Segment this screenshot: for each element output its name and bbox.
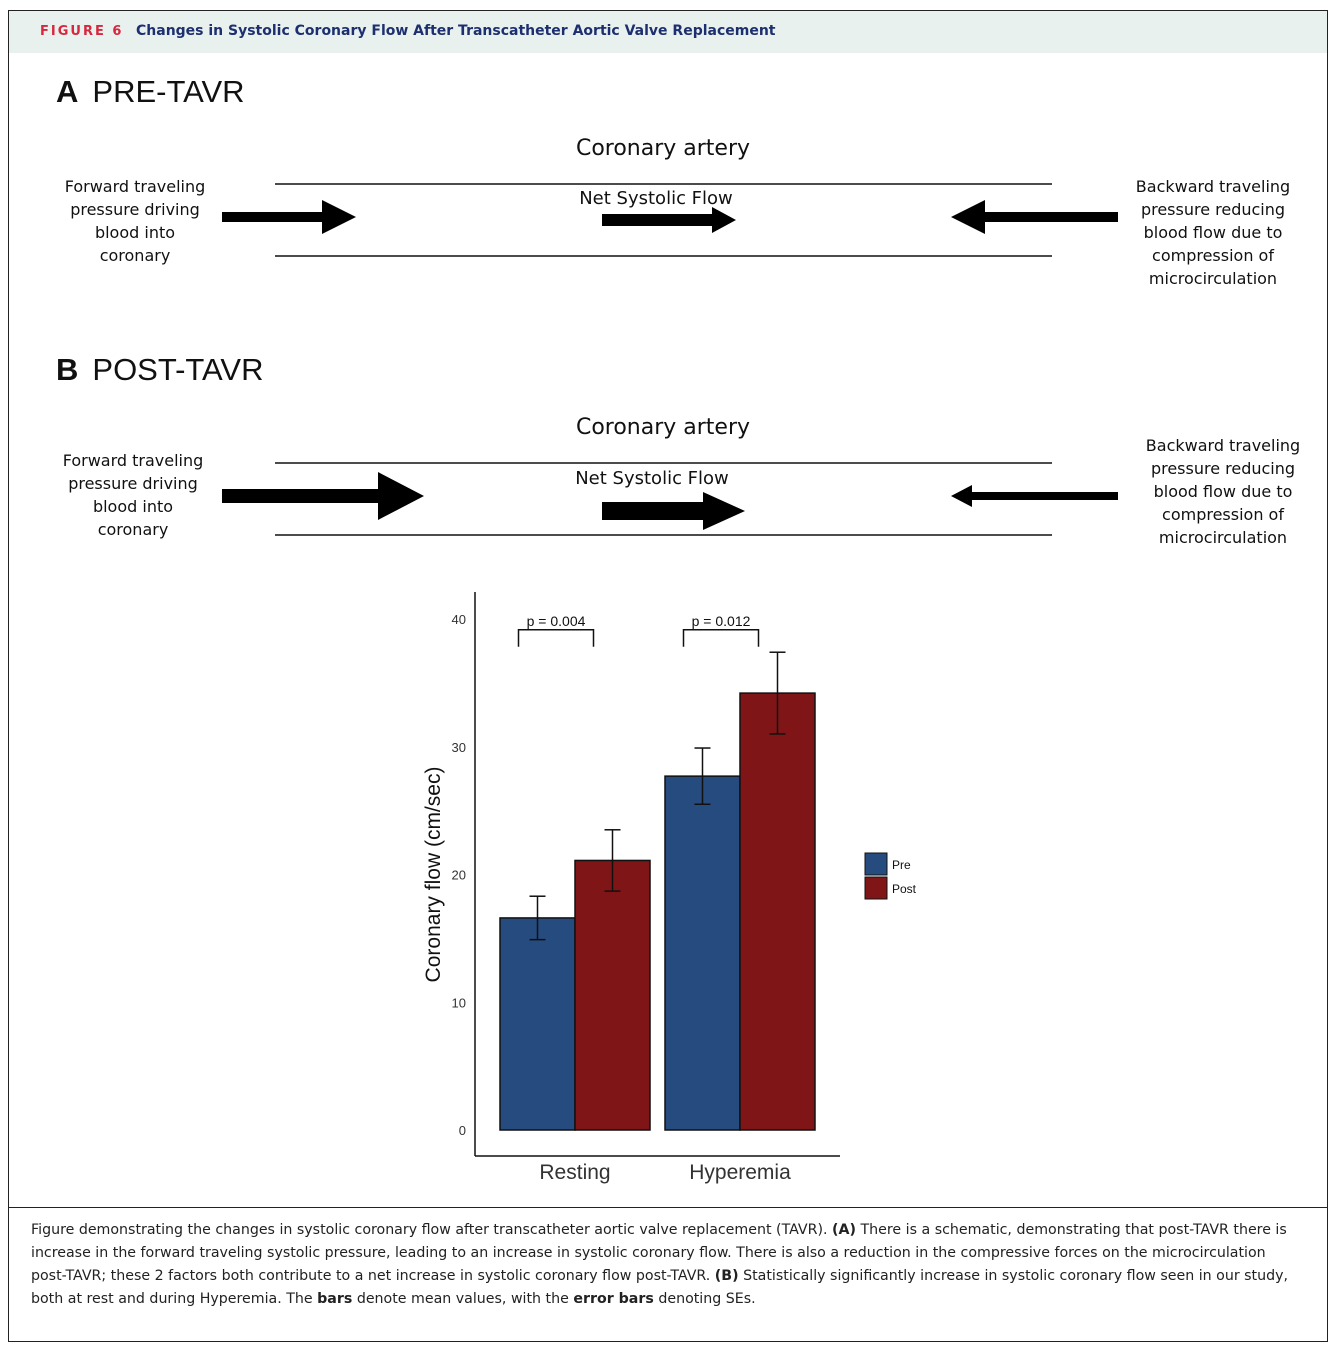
caption-divider	[9, 1207, 1327, 1208]
p-value-label-resting: p = 0.004	[527, 613, 586, 629]
y-tick-label-40: 40	[452, 612, 466, 627]
schematic-drawing	[222, 183, 1118, 536]
y-tick-label-20: 20	[452, 868, 466, 883]
significance-bracket-hyperemia	[682, 629, 760, 647]
x-tick-label-hyperemia: Hyperemia	[689, 1161, 791, 1184]
panel-b-title: B POST-TAVR	[56, 352, 264, 387]
bar-hyperemia-pre	[664, 775, 741, 1131]
panel-b-artery-label: Coronary artery	[575, 415, 751, 440]
panel-a-backward-arrow	[951, 200, 1118, 234]
panel-b-net-flow-label: Net Systolic Flow	[575, 468, 729, 489]
figure-frame: FIGURE 6 Changes in Systolic Coronary Fl…	[8, 10, 1328, 1342]
figure-header: FIGURE 6 Changes in Systolic Coronary Fl…	[9, 11, 1327, 53]
significance-bracket-resting	[517, 629, 595, 647]
bar-hyperemia-post	[739, 692, 816, 1131]
bar-resting-pre	[499, 917, 576, 1131]
figure-caption: Figure demonstrating the changes in syst…	[31, 1222, 1289, 1307]
panel-b-net-flow-arrow	[602, 492, 745, 530]
panel-b-forward-text: Forward traveling pressure driving blood i…	[62, 451, 204, 539]
legend-swatch-post	[864, 876, 888, 900]
panel-a-net-flow-arrow	[602, 207, 736, 233]
legend-swatch-pre	[864, 852, 888, 876]
legend-label-post: Post	[892, 882, 917, 896]
bar-resting-post	[574, 859, 651, 1131]
panel-a-net-flow-label: Net Systolic Flow	[579, 188, 733, 209]
y-tick-label-30: 30	[452, 740, 466, 755]
panel-a-forward-text: Forward traveling pressure driving blood i…	[64, 177, 206, 265]
x-tick-label-resting: Resting	[539, 1161, 610, 1184]
coronary-flow-chart: 0 10 20 30 40 Coronary flow (cm/sec) Resting Hy…	[422, 592, 917, 1184]
panel-b-backward-arrow	[951, 485, 1118, 507]
y-tick-label-10: 10	[452, 995, 466, 1010]
panel-b-backward-text: Backward traveling pressure reducing blood…	[1145, 436, 1301, 547]
legend-label-pre: Pre	[892, 858, 911, 872]
figure-label: FIGURE 6	[40, 24, 124, 39]
panel-a-title: A PRE-TAVR	[56, 74, 245, 109]
y-axis-label: Coronary flow (cm/sec)	[422, 767, 445, 983]
y-tick-label-0: 0	[459, 1123, 466, 1138]
figure-title: Changes in Systolic Coronary Flow After …	[136, 23, 776, 39]
panel-a-forward-arrow	[222, 200, 356, 234]
panel-a-backward-text: Backward traveling pressure reducing blood…	[1135, 177, 1291, 288]
panel-b-forward-arrow	[222, 472, 424, 520]
p-value-label-hyperemia: p = 0.012	[692, 613, 751, 629]
panel-a-artery-label: Coronary artery	[575, 136, 751, 161]
